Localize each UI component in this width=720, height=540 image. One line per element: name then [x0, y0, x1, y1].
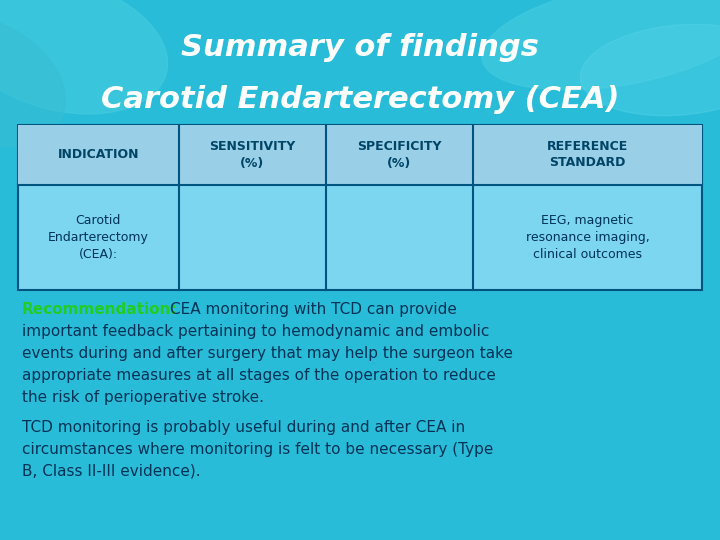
Text: the risk of perioperative stroke.: the risk of perioperative stroke. — [22, 390, 264, 405]
Text: events during and after surgery that may help the surgeon take: events during and after surgery that may… — [22, 346, 513, 361]
Text: Summary of findings: Summary of findings — [181, 33, 539, 63]
Text: INDICATION: INDICATION — [58, 148, 139, 161]
Ellipse shape — [0, 0, 168, 114]
Text: important feedback pertaining to hemodynamic and embolic: important feedback pertaining to hemodyn… — [22, 324, 490, 339]
Text: B, Class II-III evidence).: B, Class II-III evidence). — [22, 464, 201, 479]
Text: SPECIFICITY
(%): SPECIFICITY (%) — [357, 140, 441, 170]
Text: Recommendation:: Recommendation: — [22, 302, 178, 317]
Text: CEA monitoring with TCD can provide: CEA monitoring with TCD can provide — [170, 302, 457, 317]
Text: REFERENCE
STANDARD: REFERENCE STANDARD — [546, 140, 628, 170]
Text: appropriate measures at all stages of the operation to reduce: appropriate measures at all stages of th… — [22, 368, 496, 383]
Text: EEG, magnetic
resonance imaging,
clinical outcomes: EEG, magnetic resonance imaging, clinica… — [526, 214, 649, 261]
Text: SENSITIVITY
(%): SENSITIVITY (%) — [209, 140, 295, 170]
Ellipse shape — [0, 14, 66, 146]
Bar — [18, 125, 702, 185]
Ellipse shape — [482, 0, 720, 90]
Text: circumstances where monitoring is felt to be necessary (Type: circumstances where monitoring is felt t… — [22, 442, 493, 457]
Bar — [18, 125, 702, 290]
Ellipse shape — [580, 24, 720, 116]
Text: TCD monitoring is probably useful during and after CEA in: TCD monitoring is probably useful during… — [22, 420, 465, 435]
Text: Carotid Endarterectomy (CEA): Carotid Endarterectomy (CEA) — [101, 85, 619, 114]
Text: Carotid
Endarterectomy
(CEA):: Carotid Endarterectomy (CEA): — [48, 214, 149, 261]
